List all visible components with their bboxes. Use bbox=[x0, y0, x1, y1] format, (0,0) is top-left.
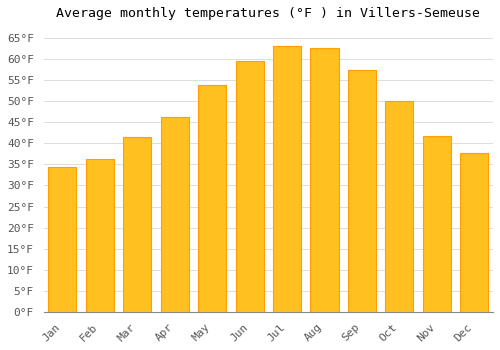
Bar bbox=[460, 153, 488, 312]
Bar bbox=[423, 136, 451, 312]
Bar bbox=[236, 61, 264, 312]
Bar bbox=[273, 46, 301, 312]
Bar bbox=[160, 117, 189, 312]
Bar bbox=[48, 167, 76, 312]
Bar bbox=[86, 159, 114, 312]
Bar bbox=[348, 70, 376, 312]
Bar bbox=[123, 137, 152, 312]
Title: Average monthly temperatures (°F ) in Villers-Semeuse: Average monthly temperatures (°F ) in Vi… bbox=[56, 7, 480, 20]
Bar bbox=[310, 48, 338, 312]
Bar bbox=[386, 101, 413, 312]
Bar bbox=[198, 85, 226, 312]
